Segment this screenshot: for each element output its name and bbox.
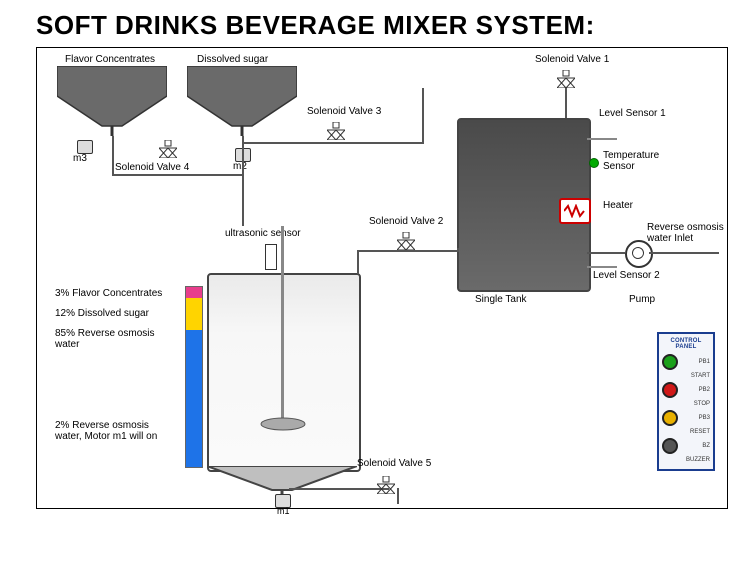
pipe-single-out bbox=[457, 248, 459, 252]
level-seg-ro bbox=[186, 330, 202, 467]
legend-ro: 85% Reverse osmosis water bbox=[55, 328, 154, 350]
control-panel-title: CONTROL PANEL bbox=[662, 338, 710, 350]
level-seg-flavor bbox=[186, 287, 202, 298]
valve-3-label: Solenoid Valve 3 bbox=[307, 106, 381, 117]
legend-sugar: 12% Dissolved sugar bbox=[55, 308, 149, 319]
pipe-sugar-down bbox=[242, 136, 244, 226]
cp-label-1: STOP bbox=[665, 401, 710, 407]
mixing-tank bbox=[207, 273, 361, 472]
cp-label-2: RESET bbox=[665, 429, 710, 435]
cp-id-1: PB2 bbox=[681, 387, 710, 393]
level1-label: Level Sensor 1 bbox=[599, 108, 666, 119]
cp-row-start: PB1 bbox=[662, 354, 710, 370]
cp-id-0: PB1 bbox=[681, 359, 710, 365]
level2-line bbox=[587, 266, 617, 268]
hopper-flavor-label: Flavor Concentrates bbox=[65, 54, 155, 65]
single-tank-label: Single Tank bbox=[475, 294, 527, 305]
valve-5-icon bbox=[377, 476, 395, 490]
pipe-v5-h bbox=[289, 488, 389, 490]
hopper-sugar bbox=[187, 66, 297, 136]
start-button[interactable] bbox=[662, 354, 678, 370]
level2-label: Level Sensor 2 bbox=[593, 270, 660, 281]
ultrasonic-label: ultrasonic sensor bbox=[225, 228, 301, 239]
pipe-v5-down bbox=[397, 488, 399, 504]
valve-1-label: Solenoid Valve 1 bbox=[535, 54, 609, 65]
cp-row-reset: PB3 bbox=[662, 410, 710, 426]
valve-3-icon bbox=[327, 122, 345, 136]
cp-row-stop: PB2 bbox=[662, 382, 710, 398]
hopper-sugar-label: Dissolved sugar bbox=[197, 54, 268, 65]
heater-label: Heater bbox=[603, 200, 633, 211]
level1-line bbox=[587, 138, 617, 140]
reset-button[interactable] bbox=[662, 410, 678, 426]
valve-2-icon bbox=[397, 232, 415, 246]
temp-sensor-icon bbox=[589, 158, 599, 168]
pipe-pump-h bbox=[587, 252, 625, 254]
heater-icon bbox=[559, 198, 591, 224]
stop-button[interactable] bbox=[662, 382, 678, 398]
buzzer-button[interactable] bbox=[662, 438, 678, 454]
valve-4-label: Solenoid Valve 4 bbox=[115, 162, 189, 173]
agitator-blade bbox=[259, 416, 307, 432]
cp-id-2: PB3 bbox=[681, 415, 710, 421]
legend-flavor: 3% Flavor Concentrates bbox=[55, 288, 162, 299]
agitator-shaft bbox=[281, 226, 284, 426]
control-panel: CONTROL PANEL PB1 START PB2 STOP PB3 RES… bbox=[657, 332, 715, 471]
pipe-flavor-down bbox=[112, 136, 114, 176]
valve-5-label: Solenoid Valve 5 bbox=[357, 458, 431, 469]
level-bar bbox=[185, 286, 203, 468]
valve-4-icon bbox=[159, 140, 177, 154]
pipe-v3-up bbox=[422, 88, 424, 144]
cp-label-0: START bbox=[665, 373, 710, 379]
pipe-ro-h bbox=[649, 252, 719, 254]
cp-label-3: BUZZER bbox=[665, 457, 710, 463]
ro-inlet-label: Reverse osmosis water Inlet bbox=[647, 222, 724, 244]
level-seg-sugar bbox=[186, 298, 202, 330]
hopper-flavor bbox=[57, 66, 167, 136]
motor-m1-label: m1 bbox=[277, 506, 290, 516]
mixing-tank-funnel bbox=[207, 466, 357, 496]
ultrasonic-sensor-icon bbox=[265, 244, 277, 270]
level-note: 2% Reverse osmosis water, Motor m1 will … bbox=[55, 420, 157, 442]
motor-m3 bbox=[77, 140, 93, 154]
cp-id-3: BZ bbox=[681, 443, 710, 449]
pipe-v2-to-mix bbox=[357, 250, 359, 274]
motor-m2-label: m2 bbox=[233, 161, 247, 172]
cp-row-buzzer: BZ bbox=[662, 438, 710, 454]
pipe-v2-h bbox=[357, 250, 457, 252]
diagram-frame: Flavor Concentrates m3 Dissolved sugar m… bbox=[36, 47, 728, 509]
pump-label: Pump bbox=[629, 294, 655, 305]
pipe-v3-h bbox=[242, 142, 422, 144]
motor-m3-label: m3 bbox=[73, 153, 87, 164]
valve-2-label: Solenoid Valve 2 bbox=[369, 216, 443, 227]
pipe-flavor-to-sugar bbox=[112, 174, 242, 176]
pump-icon bbox=[625, 240, 653, 268]
temp-label: Temperature Sensor bbox=[603, 150, 659, 172]
pipe-v1-down bbox=[565, 88, 567, 118]
page-title: SOFT DRINKS BEVERAGE MIXER SYSTEM: bbox=[36, 10, 754, 41]
valve-1-icon bbox=[557, 70, 575, 84]
